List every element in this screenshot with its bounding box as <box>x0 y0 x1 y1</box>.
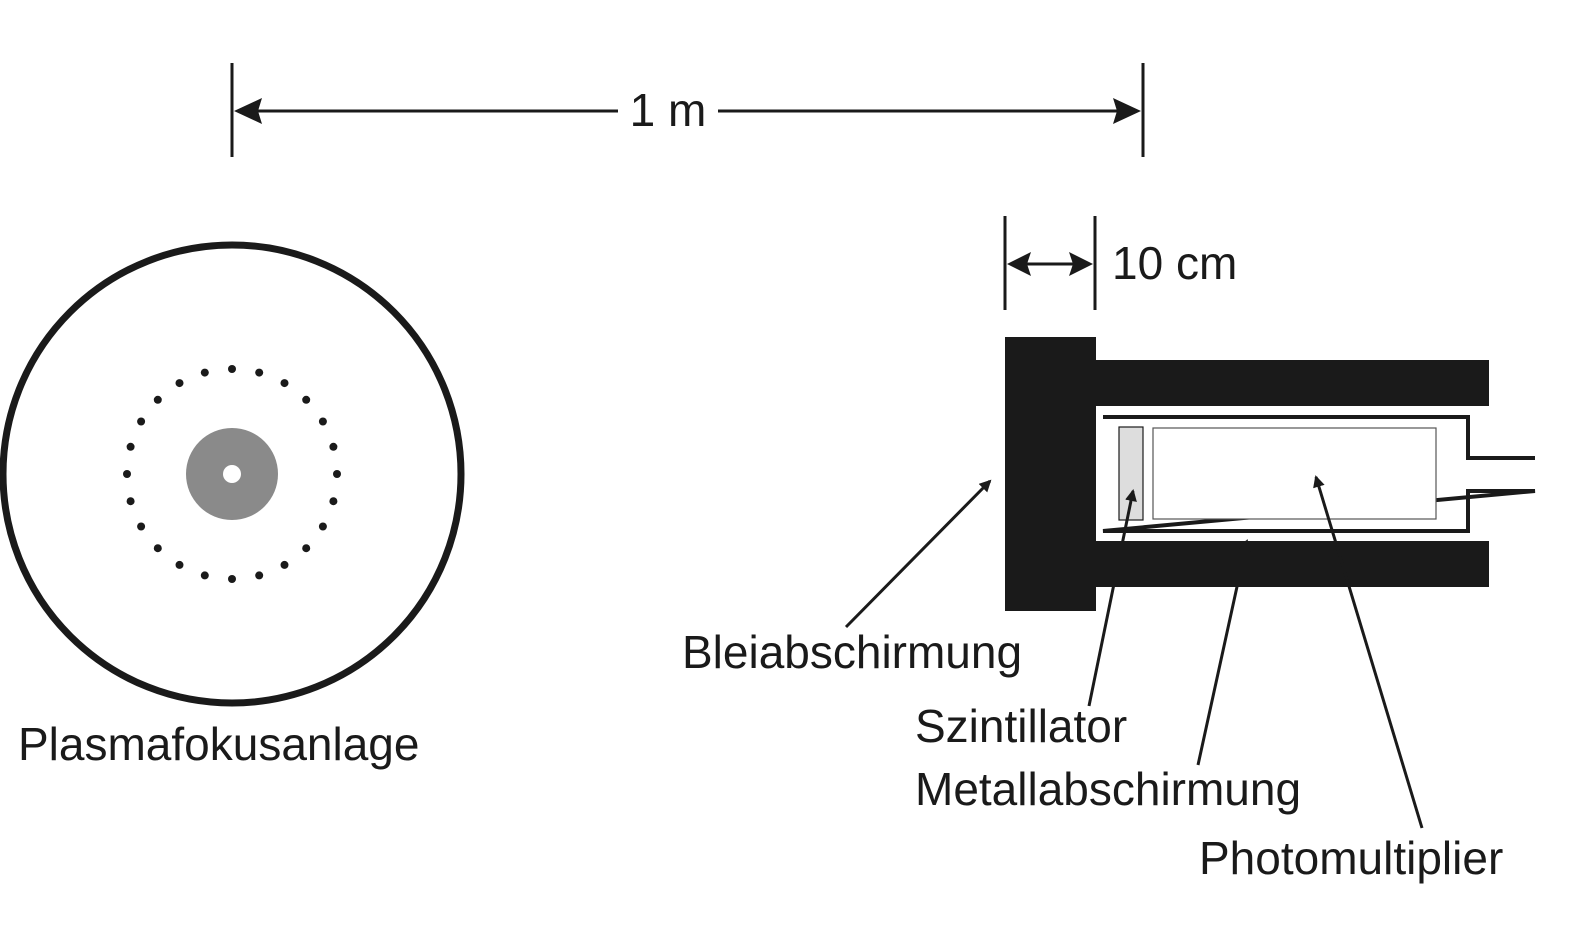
electrode-dot <box>302 544 311 553</box>
lead-shield-label: Bleiabschirmung <box>682 626 1022 678</box>
distance-arrowhead-left <box>234 98 262 124</box>
metal-shield-pointer <box>1196 539 1251 766</box>
electrode-dot <box>280 379 289 388</box>
electrode-dot <box>200 368 209 377</box>
photomultiplier-label: Photomultiplier <box>1199 832 1503 884</box>
plasma-chamber-outline <box>0 241 465 707</box>
metal-shield-label: Metallabschirmung <box>915 763 1301 815</box>
electrode-dot <box>123 470 131 478</box>
electrode-dot <box>175 560 184 569</box>
electrode-dot <box>318 522 327 531</box>
thickness-arrowhead-right <box>1069 252 1093 276</box>
electrode-dot <box>318 417 327 426</box>
electrode-dot <box>228 575 236 583</box>
electrode-dot <box>153 544 162 553</box>
electrode-dot <box>175 379 184 388</box>
electrode-dot <box>200 571 209 580</box>
electrode-dot <box>280 560 289 569</box>
electrode-dot <box>333 470 341 478</box>
thickness-arrowhead-left <box>1007 252 1031 276</box>
photomultiplier-tube <box>1152 427 1437 520</box>
shield-thickness-dimension: 10 cm <box>1003 216 1237 310</box>
photomultiplier-pointer <box>1313 475 1424 829</box>
scintillator-pointer <box>1087 489 1137 707</box>
distance-label: 1 m <box>630 84 707 136</box>
plasma-focus-label: Plasmafokusanlage <box>18 718 419 770</box>
electrode-dot <box>126 442 135 451</box>
electrode-dot <box>153 395 162 404</box>
thickness-label: 10 cm <box>1112 237 1237 289</box>
electrode-dot <box>137 522 146 531</box>
electrode-dot <box>329 442 338 451</box>
electrode-dot <box>228 365 236 373</box>
electrode-dot <box>126 497 135 506</box>
lead-shield-pointer <box>844 479 992 629</box>
lead-shield-front <box>1005 337 1096 611</box>
detector-assembly <box>1005 337 1536 611</box>
electrode-dot <box>329 497 338 506</box>
scintillator-label: Szintillator <box>915 700 1127 752</box>
lead-shield-bottom <box>1096 541 1489 587</box>
plasma-focus-center <box>223 465 241 483</box>
distance-dimension: 1 m <box>230 63 1145 157</box>
electrode-dot <box>302 395 311 404</box>
plasma-focus-device <box>0 241 465 707</box>
electrode-dot <box>137 417 146 426</box>
electrode-dot <box>255 368 264 377</box>
lead-shield-top <box>1096 360 1489 406</box>
electrode-dot <box>255 571 264 580</box>
electrode-ring <box>123 365 341 583</box>
distance-arrowhead-right <box>1113 98 1141 124</box>
